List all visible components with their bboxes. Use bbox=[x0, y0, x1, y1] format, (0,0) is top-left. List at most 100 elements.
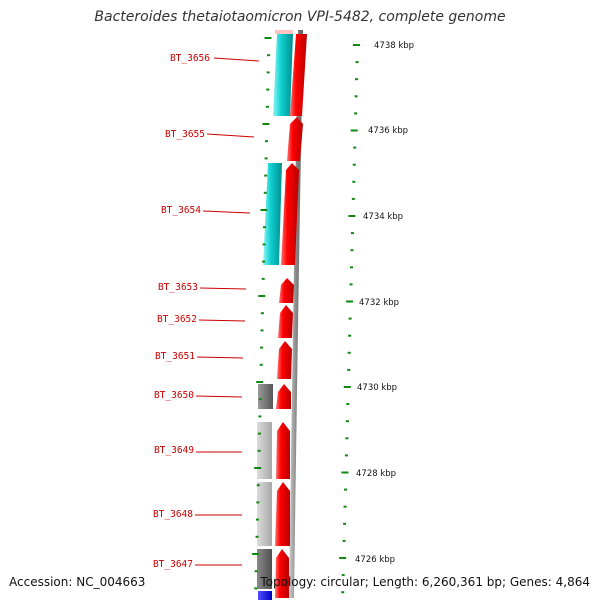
left-tick-minor bbox=[262, 260, 266, 263]
gene-label[interactable]: BT_3647 bbox=[153, 559, 193, 570]
left-tick-minor bbox=[262, 243, 266, 246]
accession-text: Accession: NC_004663 bbox=[9, 575, 146, 589]
left-tick-major bbox=[254, 467, 262, 469]
right-tick-minor bbox=[347, 368, 351, 371]
gene-label[interactable]: BT_3649 bbox=[154, 445, 194, 456]
right-tick-minor bbox=[354, 112, 358, 115]
left-tick-minor bbox=[263, 191, 267, 194]
right-tick-minor bbox=[352, 163, 356, 166]
genome-summary-text: Topology: circular; Length: 6,260,361 bp… bbox=[260, 575, 590, 589]
map-title: Bacteroides thetaiotaomicron VPI-5482, c… bbox=[94, 9, 506, 25]
gene-label[interactable]: BT_3655 bbox=[165, 129, 205, 140]
left-tick-minor bbox=[260, 346, 264, 349]
gene-arrow-3655 bbox=[287, 117, 303, 161]
gene-arrow-3647 bbox=[275, 549, 289, 598]
right-tick-minor bbox=[342, 539, 346, 542]
gene-arrow-3650 bbox=[276, 384, 291, 409]
right-tick-minor bbox=[348, 334, 352, 337]
kbp-label: 4726 kbp bbox=[355, 555, 395, 565]
homology-block-mid-3647 bbox=[257, 549, 272, 589]
gene-arrow-3649 bbox=[276, 422, 290, 479]
right-tick-major bbox=[341, 471, 349, 474]
left-tick-minor bbox=[254, 587, 258, 590]
right-tick-minor bbox=[350, 249, 354, 252]
right-tick-major bbox=[348, 215, 356, 217]
left-tick-minor bbox=[254, 570, 258, 573]
gene-label-leaders bbox=[195, 57, 260, 566]
right-tick-minor bbox=[353, 146, 357, 149]
left-tick-minor bbox=[256, 501, 260, 504]
homology-block-light-3648 bbox=[257, 482, 272, 546]
gene-arrow-3648 bbox=[275, 482, 290, 546]
right-tick-major bbox=[339, 557, 347, 559]
right-tick-minor bbox=[346, 403, 350, 406]
homology-block-cyan-3656 bbox=[273, 34, 293, 116]
right-tick-major bbox=[353, 44, 360, 46]
left-tick-minor bbox=[255, 518, 259, 521]
right-tick-minor bbox=[354, 95, 358, 98]
gene-label[interactable]: BT_3650 bbox=[154, 390, 194, 401]
left-tick-minor bbox=[266, 71, 270, 74]
right-tick-minor bbox=[341, 574, 345, 577]
right-tick-minor bbox=[355, 78, 359, 81]
left-tick-minor bbox=[258, 432, 262, 435]
left-tick-marks bbox=[252, 37, 272, 590]
faded-segment-top bbox=[275, 30, 293, 34]
left-tick-major bbox=[264, 37, 272, 39]
right-tick-major bbox=[343, 386, 351, 388]
left-tick-major bbox=[260, 209, 268, 211]
kbp-label: 4734 kbp bbox=[363, 212, 403, 222]
right-tick-minor bbox=[343, 488, 347, 491]
homology-block-blue bbox=[258, 591, 272, 600]
left-tick-minor bbox=[265, 105, 269, 108]
right-tick-minor bbox=[341, 591, 345, 594]
left-tick-minor bbox=[260, 329, 264, 332]
left-tick-minor bbox=[262, 226, 266, 229]
gene-label[interactable]: BT_3656 bbox=[170, 53, 210, 64]
right-tick-minor bbox=[349, 283, 353, 286]
right-tick-minor bbox=[350, 232, 354, 235]
kbp-label: 4736 kbp bbox=[368, 126, 408, 136]
left-tick-major bbox=[258, 295, 266, 297]
left-tick-minor bbox=[260, 312, 264, 315]
gene-arrow-3651 bbox=[277, 341, 292, 379]
genome-backbone bbox=[289, 30, 303, 598]
kbp-label: 4730 kbp bbox=[357, 383, 397, 393]
right-tick-minor bbox=[345, 420, 349, 423]
kbp-label: 4728 kbp bbox=[356, 469, 396, 479]
right-tick-minor bbox=[349, 266, 353, 269]
right-tick-minor bbox=[344, 454, 348, 457]
right-tick-minor bbox=[343, 522, 347, 525]
gene-label[interactable]: BT_3654 bbox=[161, 205, 201, 216]
left-tick-minor bbox=[261, 277, 265, 280]
right-tick-marks bbox=[339, 44, 360, 594]
right-tick-major bbox=[346, 300, 354, 303]
left-tick-minor bbox=[266, 88, 270, 91]
left-tick-minor bbox=[255, 535, 259, 538]
gene-label[interactable]: BT_3652 bbox=[157, 314, 197, 325]
left-tick-minor bbox=[258, 398, 262, 401]
gene-label[interactable]: BT_3648 bbox=[153, 509, 193, 520]
kbp-scale: 4738 kbp 4736 kbp 4734 kbp 4732 kbp 4730… bbox=[355, 41, 414, 565]
homology-block-cyan-3654 bbox=[263, 163, 282, 265]
gene-label[interactable]: BT_3653 bbox=[158, 282, 198, 293]
gene-label[interactable]: BT_3651 bbox=[155, 351, 195, 362]
left-tick-major bbox=[252, 553, 260, 555]
homology-block-dark-3650 bbox=[258, 384, 273, 409]
right-tick-minor bbox=[343, 505, 347, 508]
right-tick-minor bbox=[355, 61, 359, 64]
right-tick-minor bbox=[348, 317, 352, 320]
right-tick-major bbox=[350, 129, 358, 132]
kbp-label: 4738 kbp bbox=[374, 41, 414, 51]
left-tick-minor bbox=[264, 157, 268, 160]
right-tick-minor bbox=[345, 437, 349, 440]
right-tick-minor bbox=[347, 351, 351, 354]
right-tick-minor bbox=[351, 197, 355, 200]
left-tick-minor bbox=[267, 54, 271, 57]
gene-arrow-3654 bbox=[281, 163, 299, 265]
gene-labels: BT_3656 BT_3655 BT_3654 BT_3653 BT_3652 … bbox=[153, 53, 210, 570]
left-tick-major bbox=[262, 123, 270, 125]
left-tick-minor bbox=[256, 484, 260, 487]
gene-arrow-3653 bbox=[279, 278, 294, 303]
